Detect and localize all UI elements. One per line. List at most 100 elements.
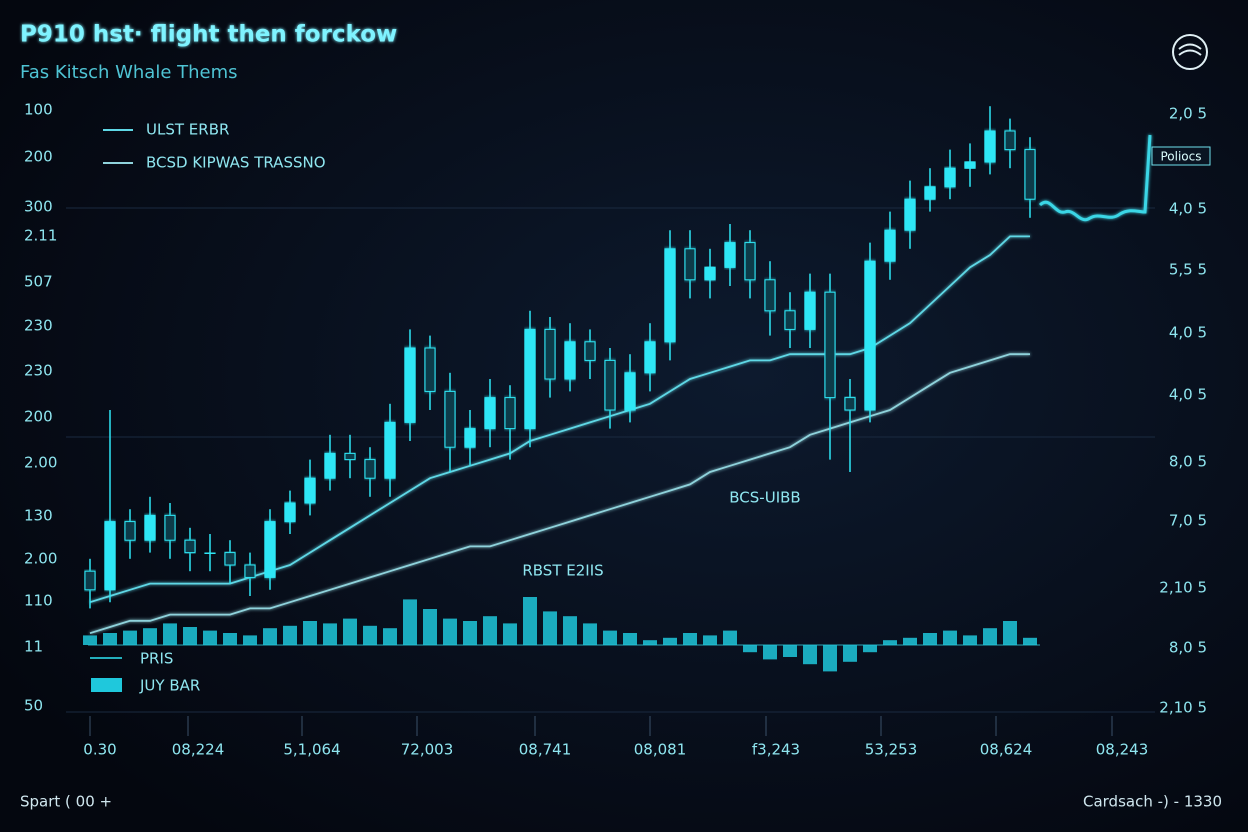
y-tick-label: 300	[24, 198, 53, 216]
y2-tick-label: 4,0 5	[1169, 324, 1207, 342]
legend-label: PRIS	[140, 650, 173, 668]
candle-body	[424, 347, 436, 392]
volume-bar	[683, 633, 697, 645]
candle-body	[344, 452, 356, 461]
volume-bar	[663, 637, 677, 645]
volume-bar	[963, 635, 977, 645]
candle-body	[464, 428, 476, 448]
x-tick-label: 08,243	[1096, 741, 1149, 759]
candle-body	[564, 341, 576, 380]
candle-body	[84, 570, 96, 591]
candle-body	[704, 266, 716, 281]
volume-bar	[423, 609, 437, 645]
y2-tick-label: 4,0 5	[1169, 200, 1207, 218]
volume-bar	[743, 645, 757, 653]
y-tick-label: 2.11	[24, 227, 57, 245]
footer-right: Cardsach -) - 1330	[1083, 793, 1222, 811]
volume-bar	[343, 618, 357, 645]
y-tick-label: 507	[24, 273, 53, 291]
candle-body	[124, 521, 136, 541]
chart-subtitle: Fas Kitsch Whale Thems	[20, 62, 238, 83]
candle-body	[544, 328, 556, 380]
candle-body	[724, 242, 736, 268]
candle-body	[844, 397, 856, 411]
candle-body	[224, 552, 236, 566]
volume-bar	[1023, 637, 1037, 645]
candle-body	[144, 514, 156, 541]
x-tick-label: 08,224	[172, 741, 225, 759]
candle-body	[884, 229, 896, 262]
candle-body	[104, 521, 116, 591]
volume-bar	[323, 623, 337, 645]
y-tick-label: 100	[24, 101, 53, 119]
candle-body	[184, 539, 196, 554]
candle-body	[444, 390, 456, 448]
icon	[1172, 34, 1208, 70]
annotation-box	[1151, 146, 1211, 166]
candle-body	[524, 328, 536, 430]
volume-bar	[243, 635, 257, 645]
x-tick-label: f3,243	[752, 741, 800, 759]
volume-bar	[723, 630, 737, 645]
volume-bar	[443, 618, 457, 645]
candle-body	[164, 514, 176, 541]
annotation: BCS-UIBB	[729, 489, 800, 507]
volume-bar	[223, 633, 237, 645]
y-tick-label: 230	[24, 317, 53, 335]
footer-left: Spart ( 00 +	[20, 793, 112, 811]
candle-body	[864, 260, 876, 411]
candle-body	[604, 359, 616, 411]
candle-body	[244, 564, 256, 578]
volume-bar	[363, 625, 377, 645]
y-tick-label: 200	[24, 148, 53, 166]
y-tick-label: 11	[24, 638, 43, 656]
candle-body	[264, 521, 276, 578]
volume-bar	[783, 645, 797, 657]
candle-body	[984, 130, 996, 163]
volume-bar	[543, 611, 557, 645]
y2-tick-label: 7,0 5	[1169, 512, 1207, 530]
volume-bar	[483, 616, 497, 645]
y2-tick-label: 2,0 5	[1169, 105, 1207, 123]
volume-bar	[163, 623, 177, 645]
candle-body	[924, 186, 936, 200]
volume-bar	[563, 616, 577, 645]
volume-bar	[523, 597, 537, 645]
candle-body	[904, 198, 916, 231]
y-tick-label: 2.00	[24, 454, 57, 472]
volume-bar	[983, 628, 997, 645]
annotation: Poliocs	[1160, 150, 1201, 164]
x-tick-label: 72,003	[401, 741, 454, 759]
volume-bar	[763, 645, 777, 660]
candle-body	[804, 291, 816, 330]
volume-bar	[283, 625, 297, 645]
candle-body	[784, 310, 796, 330]
x-tick-label: 08,624	[980, 741, 1033, 759]
volume-bar	[883, 640, 897, 645]
volume-bar	[463, 621, 477, 645]
candle-body	[484, 397, 496, 430]
volume-bar	[503, 623, 517, 645]
y-tick-label: 130	[24, 507, 53, 525]
candle-body	[1004, 130, 1016, 151]
candle-body	[824, 291, 836, 399]
y-tick-label: 230	[24, 362, 53, 380]
volume-bar	[303, 621, 317, 645]
candle-body	[764, 279, 776, 312]
x-tick-label: 0.30	[83, 741, 116, 759]
candle-body	[364, 459, 376, 479]
volume-bar	[183, 627, 197, 645]
volume-bar	[203, 630, 217, 645]
annotation: RBST E2IIS	[522, 562, 603, 580]
candle-body	[944, 167, 956, 188]
y-tick-label: 110	[24, 592, 53, 610]
volume-bar	[603, 630, 617, 645]
candle-body	[204, 552, 216, 555]
volume-bar	[1003, 621, 1017, 645]
volume-bar	[403, 599, 417, 645]
candle-body	[1024, 149, 1036, 200]
volume-bar	[123, 630, 137, 645]
legend-label: BCSD KIPWAS TRASSNO	[146, 154, 326, 172]
